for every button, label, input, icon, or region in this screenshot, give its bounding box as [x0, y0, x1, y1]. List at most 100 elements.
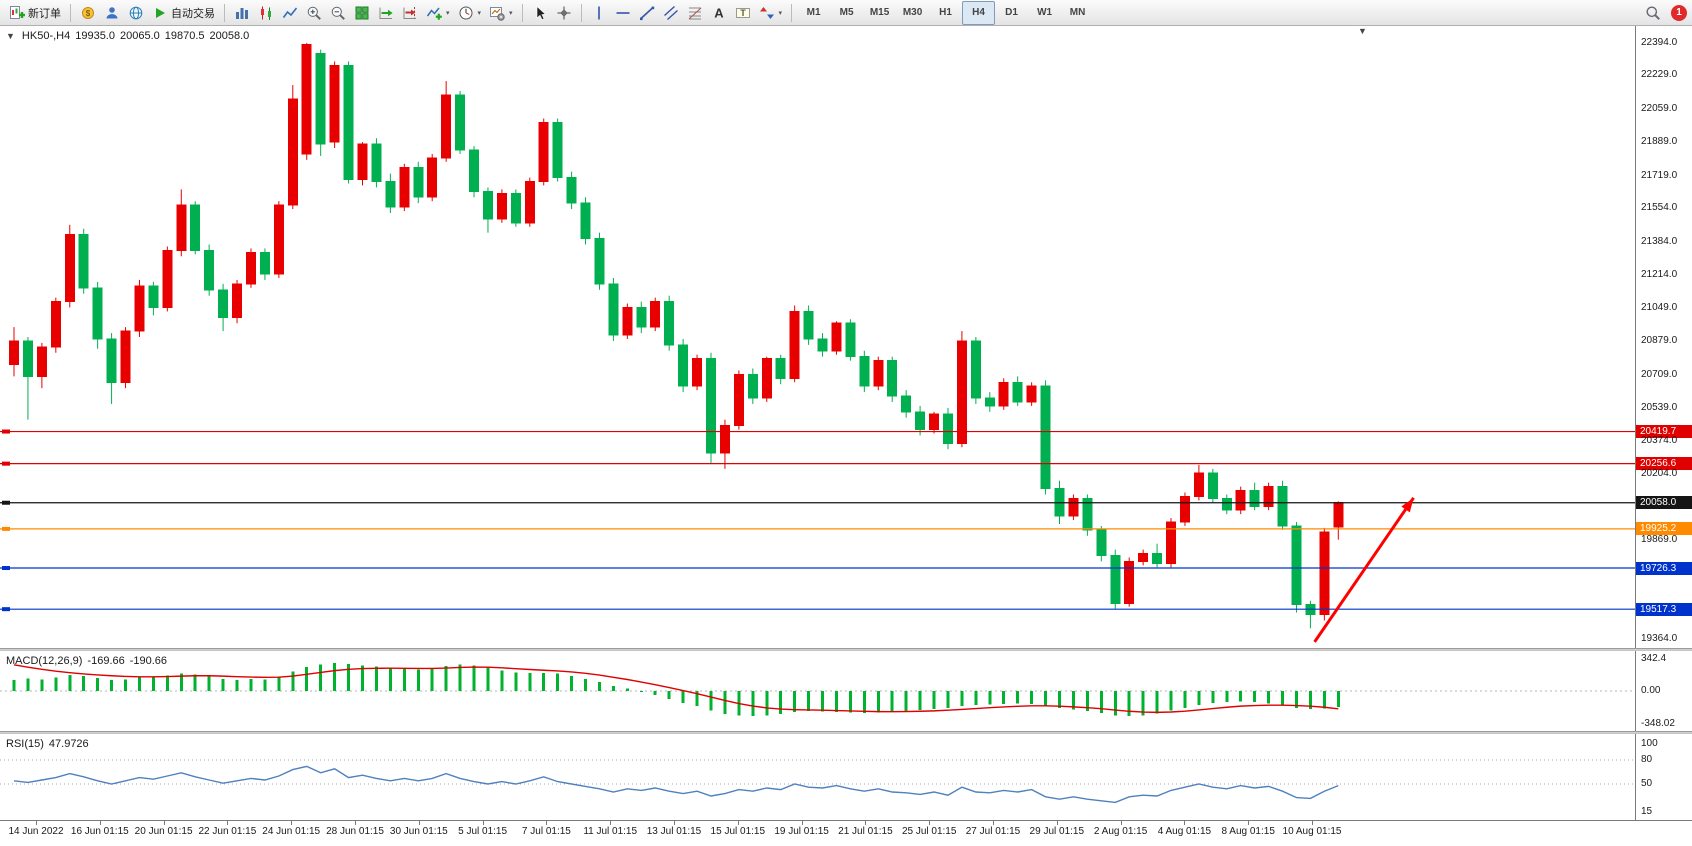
- macd-histogram-bar: [807, 690, 811, 712]
- support-line-2-price-label: 19726.3: [1636, 561, 1692, 575]
- time-label: 24 Jun 01:15: [262, 826, 321, 837]
- text-button[interactable]: A: [707, 1, 731, 25]
- candle: [789, 305, 800, 383]
- bar-chart-mode-button[interactable]: [230, 1, 254, 25]
- candle: [64, 224, 75, 308]
- macd-axis[interactable]: 342.4 0.00 -348.02: [1635, 651, 1692, 731]
- vertical-line-button[interactable]: [587, 1, 611, 25]
- macd-histogram-bar: [779, 690, 783, 714]
- timeframe-m15-button[interactable]: M15: [869, 7, 890, 18]
- rsi-axis[interactable]: 100 80 50 15: [1635, 734, 1692, 820]
- trendline-icon: [639, 5, 655, 21]
- text-label-button[interactable]: T: [731, 1, 755, 25]
- macd-canvas[interactable]: [0, 651, 1635, 731]
- support-line-3-handle[interactable]: [2, 607, 10, 612]
- main-chart-panel[interactable]: ▼ HK50-,H4 19935.0 20065.0 19870.5 20058…: [0, 26, 1692, 648]
- tile-windows-button[interactable]: [350, 1, 374, 25]
- price-tick-label: 21384.0: [1641, 235, 1678, 247]
- resistance-line-1-handle[interactable]: [2, 429, 10, 434]
- resistance-line-2-handle[interactable]: [2, 461, 10, 466]
- indicators-button-dropdown[interactable]: ▾: [446, 9, 450, 17]
- candle: [399, 163, 410, 212]
- zoom-out-button[interactable]: [326, 1, 350, 25]
- candle: [357, 142, 368, 186]
- macd-histogram-bar: [235, 679, 239, 691]
- macd-histogram-bar: [40, 679, 44, 691]
- price-tick-label: 21554.0: [1641, 202, 1678, 214]
- notification-badge[interactable]: 1: [1671, 4, 1687, 21]
- periods-button[interactable]: ▾: [454, 1, 486, 25]
- rsi-tick-label: 100: [1641, 738, 1658, 749]
- macd-panel[interactable]: MACD(12,26,9) -169.66 -190.66 342.4 0.00 -…: [0, 651, 1692, 731]
- crosshair-button[interactable]: [552, 1, 576, 25]
- website-button[interactable]: [124, 1, 148, 25]
- macd-histogram-bar: [388, 668, 392, 691]
- candle: [176, 189, 187, 257]
- macd-tick-label: 0.00: [1641, 684, 1661, 696]
- line-chart-mode-button[interactable]: [278, 1, 302, 25]
- arrows-button[interactable]: ▾: [755, 1, 787, 25]
- support-line-2-handle[interactable]: [2, 566, 10, 571]
- candlestick-mode-button[interactable]: [254, 1, 278, 25]
- candle: [608, 277, 619, 341]
- rsi-canvas[interactable]: [0, 734, 1635, 820]
- candle: [1277, 480, 1288, 530]
- timeframe-d1-button[interactable]: D1: [1005, 7, 1018, 18]
- rsi-panel[interactable]: RSI(15) 47.9726 100 80 50 15: [0, 734, 1692, 820]
- timeframe-m1-button[interactable]: M1: [806, 7, 821, 18]
- candle: [775, 354, 786, 385]
- fibonacci-button[interactable]: [683, 1, 707, 25]
- macd-histogram-bar: [681, 690, 685, 704]
- new-order-button[interactable]: 新订单: [5, 1, 65, 25]
- zoom-in-button[interactable]: [302, 1, 326, 25]
- search-button[interactable]: [1641, 1, 1665, 25]
- arrows-button-dropdown[interactable]: ▾: [778, 9, 783, 17]
- periods-button-dropdown[interactable]: ▾: [477, 9, 482, 17]
- timeframe-m5-button[interactable]: M5: [839, 7, 854, 18]
- candle: [1110, 549, 1121, 609]
- horizontal-line-button[interactable]: [611, 1, 635, 25]
- candle: [1207, 468, 1218, 503]
- rsi-tick-label: 15: [1641, 806, 1653, 817]
- templates-button[interactable]: ▾: [485, 1, 517, 25]
- panel-divider-1[interactable]: [0, 648, 1692, 651]
- timeframe-h4-button[interactable]: H4: [962, 0, 996, 25]
- price-axis[interactable]: 20419.7 20256.6 20058.0 19925.2 19726.3 19517…: [1635, 26, 1692, 648]
- indicators-button[interactable]: ▾: [422, 1, 454, 25]
- cursor-button[interactable]: [528, 1, 552, 25]
- equidistant-channel-button[interactable]: [659, 1, 683, 25]
- candle: [817, 333, 828, 357]
- panel-divider-2[interactable]: [0, 731, 1692, 734]
- macd-histogram-bar: [472, 665, 476, 691]
- current-price-line-handle[interactable]: [2, 500, 10, 505]
- support-line-1-handle[interactable]: [2, 526, 10, 531]
- chart-shift-icon: [402, 5, 418, 21]
- timeframe-mn-button[interactable]: MN: [1069, 7, 1086, 18]
- time-axis[interactable]: 14 Jun 2022 16 Jun 01:15 20 Jun 01:15 22 Ju…: [0, 820, 1692, 846]
- macd-histogram-bar: [263, 679, 267, 691]
- market-button[interactable]: $: [76, 1, 100, 25]
- community-button[interactable]: [100, 1, 124, 25]
- chart-shift-button[interactable]: [398, 1, 422, 25]
- macd-histogram-bar: [1099, 690, 1103, 713]
- macd-histogram-bar: [68, 675, 72, 691]
- macd-histogram-bar: [1294, 690, 1298, 708]
- time-label: 21 Jul 01:15: [838, 826, 893, 837]
- candle: [245, 248, 256, 288]
- price-chart-canvas[interactable]: [0, 26, 1635, 648]
- timeframe-h1-button[interactable]: H1: [939, 7, 952, 18]
- macd-histogram-bar: [1169, 690, 1173, 711]
- timeframe-w1-button[interactable]: W1: [1037, 7, 1053, 18]
- time-label: 25 Jul 01:15: [901, 826, 957, 837]
- templates-button-dropdown[interactable]: ▾: [509, 9, 513, 17]
- trendline-button[interactable]: [635, 1, 659, 25]
- auto-scroll-button[interactable]: [374, 1, 398, 25]
- timeframe-m30-button[interactable]: M30: [902, 7, 923, 18]
- macd-histogram-bar: [1197, 690, 1201, 706]
- trend-arrow-annotation[interactable]: [1313, 496, 1415, 643]
- chart-shift-marker[interactable]: ▼: [1358, 26, 1367, 36]
- auto-trading-button[interactable]: 自动交易: [148, 1, 219, 25]
- one-click-collapse-icon[interactable]: ▼: [6, 31, 15, 41]
- candle: [622, 303, 633, 339]
